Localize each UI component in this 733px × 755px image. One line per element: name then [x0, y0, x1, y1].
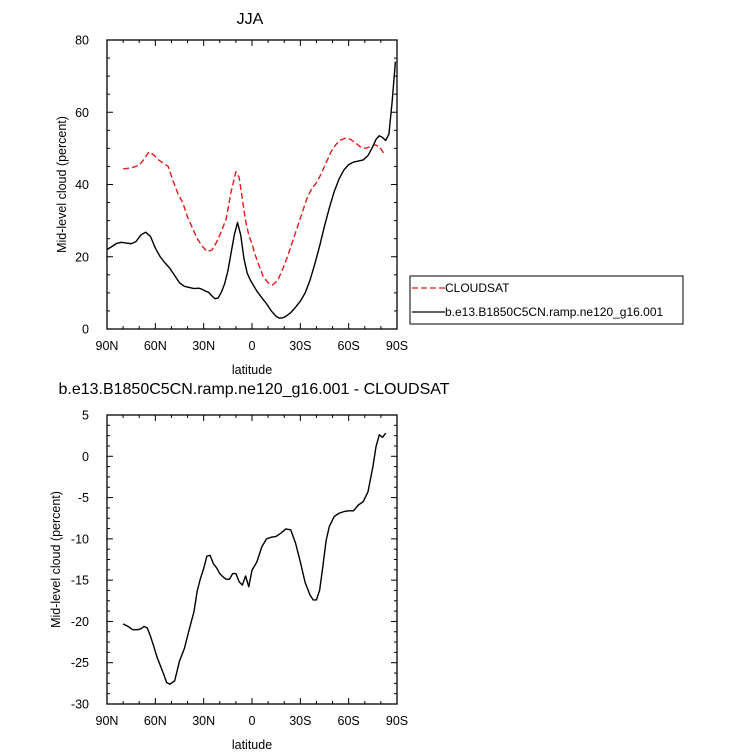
bottom-y-tick-label: 5 — [82, 409, 89, 423]
bottom-x-axis-label: latitude — [232, 738, 272, 752]
bottom-panel: b.e13.B1850C5CN.ramp.ne120_g16.001 - CLO… — [49, 381, 450, 752]
bottom-ticks: 90N 60N 30N 0 30S 60S 90S 5 0 -5 -10 -15 -20 -25 -30 — [71, 409, 408, 729]
bottom-y-axis-label: Mid-level cloud (percent) — [49, 491, 63, 628]
top-series-line — [123, 137, 385, 286]
top-y-tick-label: 60 — [75, 106, 89, 120]
bottom-y-tick-label: 0 — [82, 450, 89, 464]
bottom-series — [122, 432, 387, 685]
bottom-x-tick-label: 30N — [192, 714, 215, 728]
bottom-y-tick-label: -25 — [71, 656, 89, 670]
bottom-y-tick-label: -15 — [71, 574, 89, 588]
top-series-line — [106, 61, 397, 319]
top-y-tick-label: 0 — [82, 323, 89, 337]
top-y-tick-label: 80 — [75, 34, 89, 48]
bottom-y-tick-label: -10 — [71, 532, 89, 546]
top-x-axis-label: latitude — [232, 363, 272, 377]
bottom-x-tick-label: 30S — [289, 714, 311, 728]
top-x-tick-label: 0 — [249, 339, 256, 353]
bottom-series-line — [122, 432, 387, 685]
bottom-x-tick-label: 60S — [338, 714, 360, 728]
top-chart-title: JJA — [237, 11, 264, 28]
top-x-tick-label: 60S — [338, 339, 360, 353]
legend-box — [409, 275, 684, 325]
top-x-tick-label: 30N — [192, 339, 215, 353]
top-y-tick-label: 40 — [75, 178, 89, 192]
top-x-tick-label: 30S — [289, 339, 311, 353]
top-x-tick-label: 60N — [144, 339, 167, 353]
bottom-chart-title: b.e13.B1850C5CN.ramp.ne120_g16.001 - CLO… — [58, 381, 449, 398]
top-y-tick-label: 20 — [75, 250, 89, 264]
bottom-y-tick-label: -30 — [71, 698, 89, 712]
bottom-x-tick-label: 0 — [249, 714, 256, 728]
top-x-tick-label: 90S — [386, 339, 408, 353]
top-series — [106, 61, 397, 319]
legend-label-model: b.e13.B1850C5CN.ramp.ne120_g16.001 — [445, 305, 663, 319]
top-panel: JJA 90N 60N 30N 0 30S 60S 90S 0 20 40 60 80 latitud… — [55, 11, 684, 377]
top-plot-frame — [106, 39, 398, 330]
bottom-y-tick-label: -5 — [78, 491, 89, 505]
legend: CLOUDSAT b.e13.B1850C5CN.ramp.ne120_g16.… — [409, 275, 684, 325]
top-y-axis-label: Mid-level cloud (percent) — [55, 116, 69, 253]
legend-label-cloudsat: CLOUDSAT — [445, 281, 510, 295]
bottom-x-tick-label: 60N — [144, 714, 167, 728]
bottom-plot-frame — [106, 414, 398, 705]
bottom-x-tick-label: 90S — [386, 714, 408, 728]
top-x-tick-label: 90N — [96, 339, 119, 353]
bottom-x-tick-label: 90N — [96, 714, 119, 728]
top-ticks: 90N 60N 30N 0 30S 60S 90S 0 20 40 60 80 — [75, 34, 408, 354]
bottom-y-tick-label: -20 — [71, 615, 89, 629]
